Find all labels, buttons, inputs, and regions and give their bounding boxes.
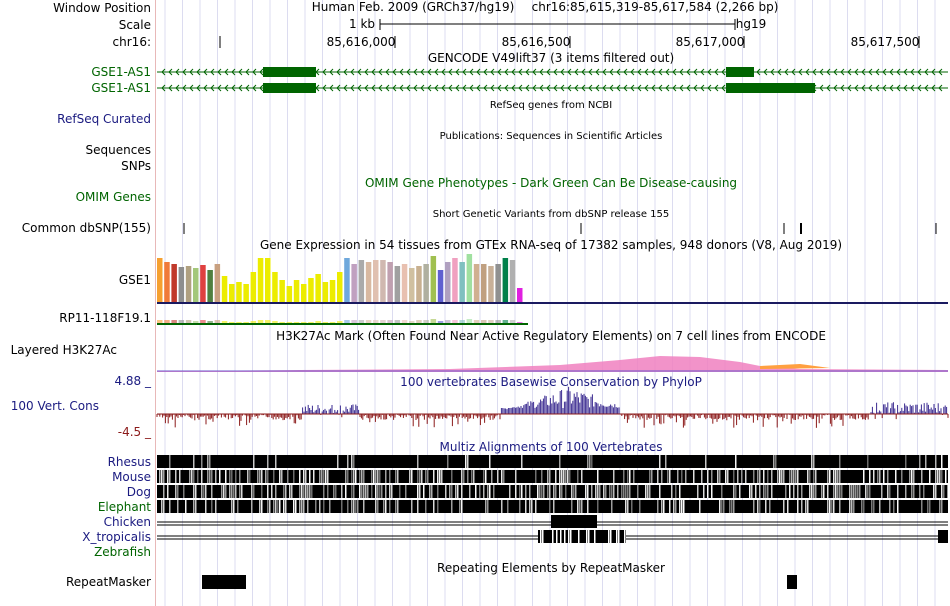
omim-track-title[interactable]: OMIM Gene Phenotypes - Dark Green Can Be… — [364, 176, 738, 190]
gene-gse1-as1-1[interactable] — [157, 67, 948, 77]
scale-assembly-text: hg19 — [735, 17, 767, 31]
phylop-track-label[interactable]: 100 Vert. Cons — [10, 399, 99, 413]
refseq-track-title[interactable]: RefSeq genes from NCBI — [489, 100, 613, 111]
species-label-dog[interactable]: Dog — [126, 485, 151, 499]
exon — [726, 83, 815, 93]
tick-label-3: 85,617,000 — [675, 35, 745, 49]
refseq-track-label[interactable]: RefSeq Curated — [57, 112, 151, 126]
repeatmasker-track-label[interactable]: RepeatMasker — [65, 575, 151, 589]
dbsnp-variants[interactable] — [183, 223, 937, 234]
dbsnp-track-label[interactable]: Common dbSNP(155) — [21, 221, 151, 235]
tick-label-1: 85,616,000 — [326, 35, 396, 49]
track-label-pane: Window Position Scale chr16: GSE1-AS1 GS… — [0, 0, 156, 606]
gene-label-gse1-as1-1[interactable]: GSE1-AS1 — [91, 65, 151, 79]
species-label-mouse[interactable]: Mouse — [112, 470, 151, 484]
publications-sequences-label[interactable]: Sequences — [85, 143, 151, 157]
gtex-gene-label-gse1[interactable]: GSE1 — [118, 273, 151, 287]
window-position-label: Window Position — [53, 1, 151, 15]
assembly-label: Human Feb. 2009 (GRCh37/hg19) — [311, 0, 515, 14]
scale-label: Scale — [118, 18, 151, 32]
ruler-ticks — [219, 36, 920, 48]
phylop-max-label: 4.88 _ — [114, 374, 151, 388]
omim-track-label[interactable]: OMIM Genes — [75, 190, 151, 204]
tick-label-2: 85,616,500 — [501, 35, 571, 49]
species-label-chicken[interactable]: Chicken — [103, 515, 151, 529]
gtex-bars-rp11[interactable] — [157, 319, 523, 323]
gtex-gene-label-rp11[interactable]: RP11-118F19.1 — [59, 311, 151, 325]
publications-track-title[interactable]: Publications: Sequences in Scientific Ar… — [439, 131, 663, 142]
h3k27ac-track-label[interactable]: Layered H3K27Ac — [10, 343, 117, 357]
phylop-track-title[interactable]: 100 vertebrates Basewise Conservation by… — [400, 375, 702, 389]
multiz-track-title[interactable]: Multiz Alignments of 100 Vertebrates — [439, 440, 663, 454]
phylop-signal[interactable] — [156, 386, 949, 428]
exon — [263, 67, 316, 77]
gene-label-gse1-as1-2[interactable]: GSE1-AS1 — [91, 81, 151, 95]
scale-bar-text: 1 kb — [348, 17, 376, 31]
chrom-label: chr16: — [112, 35, 151, 49]
phylop-min-label: -4.5 _ — [117, 425, 151, 439]
gencode-track-title[interactable]: GENCODE V49lift37 (3 items filtered out) — [427, 51, 675, 65]
publications-snps-label[interactable]: SNPs — [121, 159, 151, 173]
h3k27ac-track-title[interactable]: H3K27Ac Mark (Often Found Near Active Re… — [276, 329, 826, 343]
gtex-track-title[interactable]: Gene Expression in 54 tissues from GTEx … — [259, 238, 843, 252]
scale-bar — [379, 19, 736, 30]
multiz-alignments[interactable] — [157, 455, 949, 543]
position-label: chr16:85,615,319-85,617,584 (2,266 bp) — [531, 0, 779, 14]
repeatmasker-track-title[interactable]: Repeating Elements by RepeatMasker — [437, 561, 665, 575]
gene-arrows-1 — [161, 68, 943, 76]
repeatmasker-elements[interactable] — [202, 575, 797, 589]
exon — [726, 67, 754, 77]
species-label-zebrafish[interactable]: Zebrafish — [94, 545, 151, 559]
species-label-rhesus[interactable]: Rhesus — [107, 455, 151, 469]
dbsnp-track-title[interactable]: Short Genetic Variants from dbSNP releas… — [432, 209, 670, 220]
species-label-elephant[interactable]: Elephant — [97, 500, 151, 514]
gtex-bars-gse1[interactable] — [157, 254, 523, 302]
gene-gse1-as1-2[interactable] — [157, 83, 948, 93]
h3k27ac-signal[interactable] — [157, 356, 948, 372]
species-label-x-tropicalis[interactable]: X_tropicalis — [82, 530, 151, 544]
exon — [263, 83, 316, 93]
tick-label-4: 85,617,500 — [850, 35, 920, 49]
